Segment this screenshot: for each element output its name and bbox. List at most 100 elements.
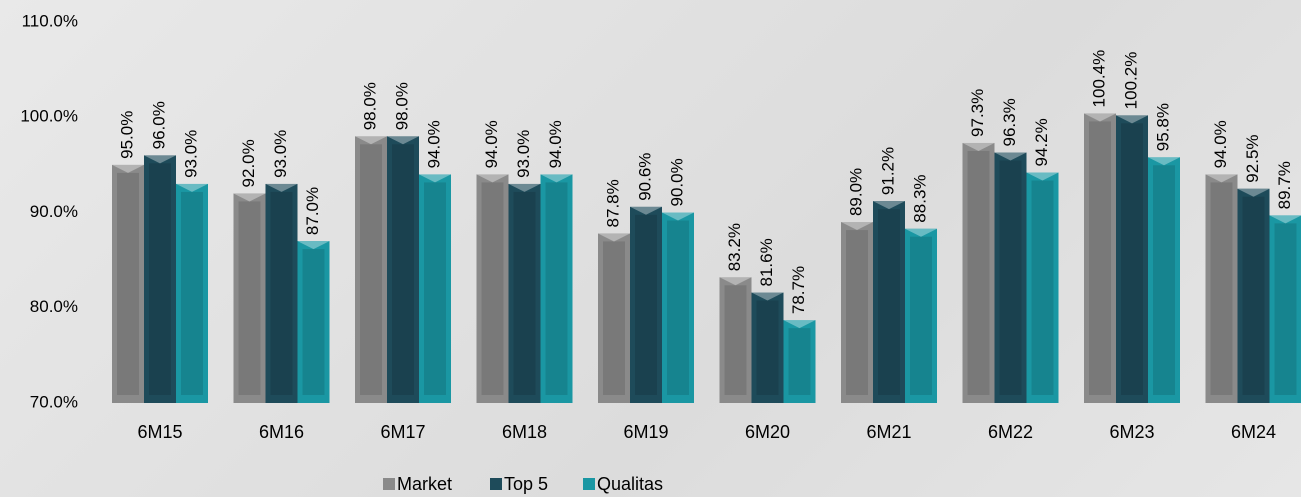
value-label: 87.8%: [603, 179, 622, 227]
bar-shade: [270, 191, 293, 395]
bar: [1205, 174, 1238, 403]
bar-shade: [603, 241, 625, 395]
bar-bevel: [841, 222, 873, 231]
bar: [508, 183, 541, 403]
bar-shade: [1121, 123, 1143, 395]
bar: [144, 155, 176, 403]
bar: [176, 183, 208, 403]
bar-bevel: [962, 142, 995, 151]
bar-bevel: [751, 292, 784, 301]
bar: [719, 277, 752, 403]
value-label: 100.2%: [1121, 52, 1140, 110]
value-label: 81.6%: [757, 238, 776, 286]
bar-shade: [1031, 180, 1054, 395]
bar-shade: [967, 150, 990, 395]
bar: [630, 206, 662, 403]
legend-label: Qualitas: [597, 474, 663, 494]
bar-bevel: [994, 152, 1027, 161]
bar: [387, 136, 419, 404]
bar-shade: [1210, 182, 1233, 395]
bar-shade: [999, 160, 1022, 395]
bar-bevel: [1148, 157, 1180, 166]
bar-bevel: [873, 201, 905, 210]
bar-bevel: [144, 155, 176, 164]
bar-shade: [667, 220, 689, 395]
bar-bevel: [1205, 174, 1238, 183]
value-label: 83.2%: [725, 223, 744, 271]
bar-shade: [117, 172, 139, 395]
value-label: 94.2%: [1032, 118, 1051, 166]
x-tick-label: 6M19: [623, 422, 668, 442]
value-label: 100.4%: [1089, 50, 1108, 108]
value-label: 93.0%: [271, 130, 290, 178]
legend-marker: [383, 478, 395, 490]
x-tick-label: 6M16: [259, 422, 304, 442]
bar-shade: [424, 182, 446, 395]
value-label: 95.8%: [1153, 103, 1172, 151]
bar-shade: [788, 328, 811, 395]
x-tick-label: 6M24: [1231, 422, 1276, 442]
legend-label: Market: [397, 474, 452, 494]
bar: [873, 201, 905, 403]
bar-shade: [846, 230, 868, 395]
x-tick-label: 6M18: [502, 422, 547, 442]
bar-shade: [238, 201, 261, 395]
bar-bevel: [598, 233, 630, 242]
y-tick-label: 90.0%: [30, 202, 78, 221]
value-label: 89.0%: [846, 168, 865, 216]
bar-bevel: [387, 136, 419, 145]
value-label: 87.0%: [303, 187, 322, 235]
bar-bevel: [662, 212, 694, 221]
bar: [265, 183, 298, 403]
value-label: 96.3%: [1000, 98, 1019, 146]
bar-shade: [513, 191, 536, 395]
value-label: 93.0%: [181, 130, 200, 178]
bar-shade: [149, 163, 171, 395]
bar: [476, 174, 509, 403]
bar-bevel: [905, 228, 937, 237]
bar-shade: [392, 144, 414, 395]
value-label: 94.0%: [546, 120, 565, 168]
x-tick-label: 6M17: [380, 422, 425, 442]
bar: [905, 228, 937, 403]
bar-shade: [545, 182, 568, 395]
x-tick-label: 6M21: [866, 422, 911, 442]
value-label: 97.3%: [968, 89, 987, 137]
legend-label: Top 5: [504, 474, 548, 494]
bar: [1084, 113, 1116, 403]
y-tick-label: 110.0%: [22, 11, 78, 30]
bar-bevel: [355, 136, 387, 145]
legend-marker: [583, 478, 595, 490]
bar: [994, 152, 1027, 403]
x-tick-label: 6M15: [137, 422, 182, 442]
x-tick-label: 6M20: [745, 422, 790, 442]
bar-shade: [756, 300, 779, 395]
bar: [1269, 215, 1301, 403]
x-tick-label: 6M22: [988, 422, 1033, 442]
value-label: 90.0%: [667, 158, 686, 206]
value-label: 98.0%: [360, 82, 379, 130]
bar: [1116, 115, 1148, 403]
bar-bevel: [419, 174, 451, 183]
bar: [297, 241, 330, 403]
y-tick-label: 80.0%: [30, 297, 78, 316]
value-label: 95.0%: [117, 111, 136, 159]
bar-shade: [360, 144, 382, 395]
bar-shade: [302, 249, 325, 395]
bar-bevel: [297, 241, 330, 250]
value-label: 91.2%: [878, 147, 897, 195]
bar: [841, 222, 873, 403]
value-label: 78.7%: [789, 266, 808, 314]
value-label: 88.3%: [910, 174, 929, 222]
bar-shade: [878, 209, 900, 395]
bar-shade: [1089, 121, 1111, 395]
bar-bevel: [1269, 215, 1301, 224]
bar: [233, 193, 266, 403]
bar-bevel: [112, 164, 144, 173]
bar-shade: [1153, 165, 1175, 395]
legend-marker: [490, 478, 502, 490]
bar-shade: [724, 285, 747, 395]
bar: [598, 233, 630, 403]
bar: [419, 174, 451, 403]
bar: [112, 164, 144, 403]
